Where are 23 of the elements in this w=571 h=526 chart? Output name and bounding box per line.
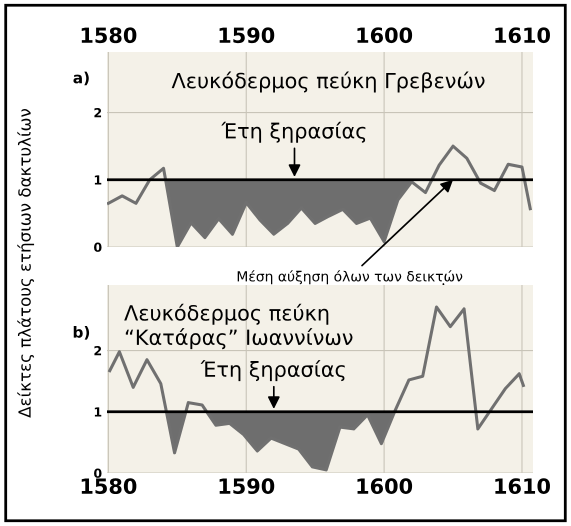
y-tick-label: 0 (94, 468, 102, 478)
line-series (108, 306, 525, 472)
x-tick-label: 1580 (82, 478, 136, 494)
y-tick-label: 1 (94, 175, 102, 185)
y-tick-label: 2 (94, 108, 102, 118)
y-tick-label: 0 (94, 242, 102, 252)
y-tick-label: 1 (94, 407, 102, 417)
y-tick-label: 2 (94, 346, 102, 356)
x-tick-label: 1610 (495, 478, 550, 494)
x-tick-label: 1590 (220, 27, 274, 44)
x-tick-label: 1610 (495, 27, 550, 44)
y-axis-title: Δείκτες πλάτους ετήσιων δακτυλίων (17, 108, 34, 418)
annotation: Έτη ξηρασίας (200, 360, 345, 382)
text: b) (74, 326, 90, 340)
annotation: Μέση αύξηση όλων των δεικτών (238, 270, 462, 284)
annotation: Έτη ξηρασίας (221, 122, 366, 143)
text: Λευκόδερμος πεύκη Γρεβενών (172, 72, 485, 93)
x-tick-label: 1580 (82, 27, 136, 44)
text: a) (73, 72, 89, 86)
x-tick-label: 1600 (357, 478, 412, 494)
x-tick-label: 1600 (357, 27, 412, 44)
x-tick-label: 1590 (220, 478, 274, 494)
text: Λευκόδερμος πεύκη “Κατάρας” Ιωαννίνων (124, 304, 352, 350)
